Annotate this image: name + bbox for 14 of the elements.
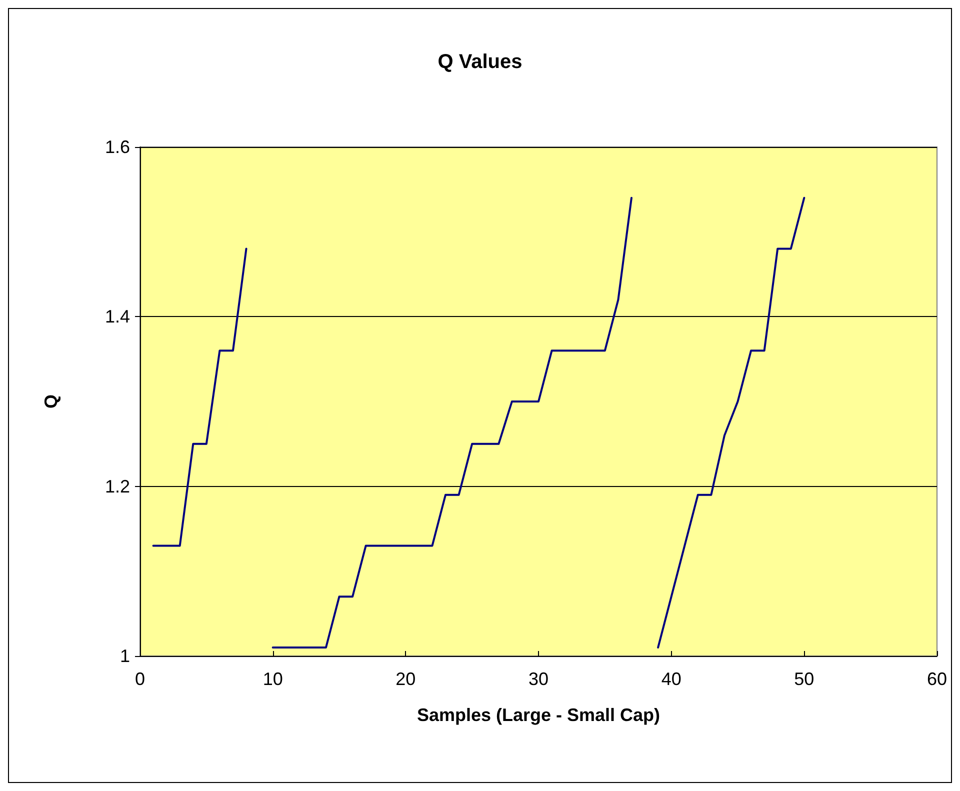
chart-title: Q Values [438,51,522,73]
y-tick-label: 1 [120,646,130,666]
x-axis-title: Samples (Large - Small Cap) [416,705,660,725]
x-tick-label: 0 [134,669,146,689]
y-tick-label: 1.2 [104,476,130,496]
x-tick-label: 50 [794,669,814,689]
x-tick-label: 30 [528,669,549,689]
x-tick-label: 20 [396,669,416,689]
x-tick-label: 40 [661,669,682,689]
y-axis-title: Q [41,394,61,409]
y-tick-label: 1.4 [104,306,130,327]
x-tick-label: 60 [926,669,948,689]
y-tick-label: 1.6 [104,137,130,157]
x-tick-label: 10 [262,669,283,689]
